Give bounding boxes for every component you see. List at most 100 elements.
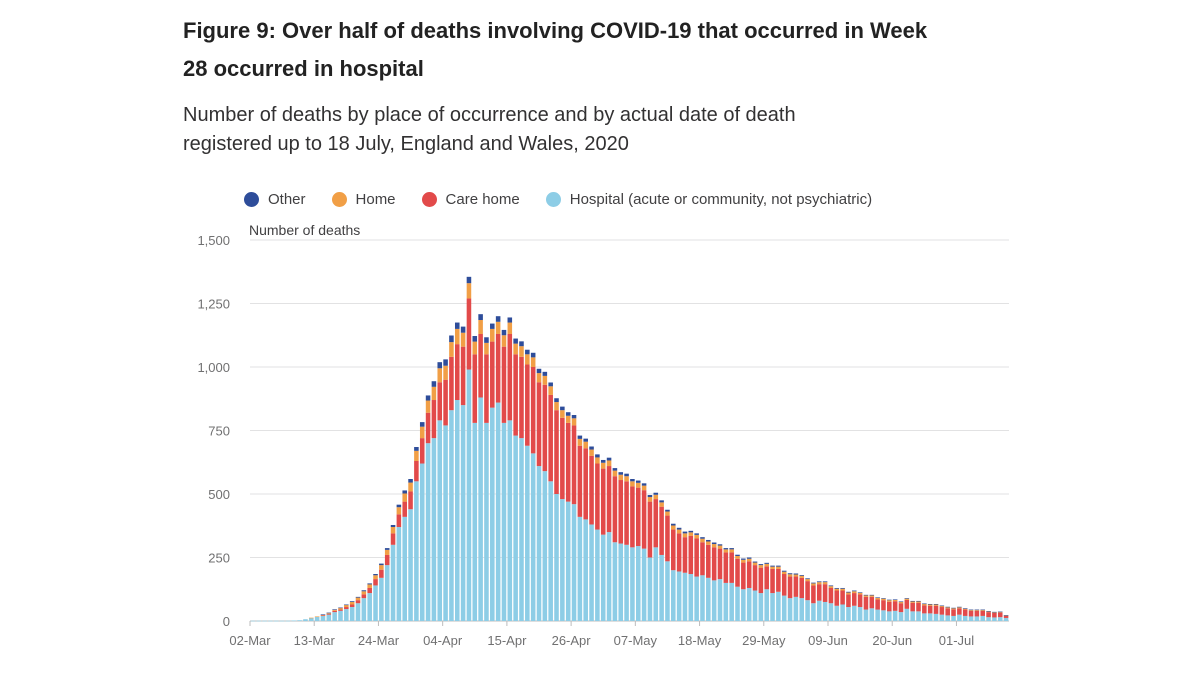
bar-segment-hospital[interactable] — [320, 615, 326, 621]
bar-segment-home[interactable] — [881, 598, 886, 601]
bar-segment-care[interactable] — [717, 548, 723, 580]
bar-segment-care[interactable] — [635, 487, 641, 547]
bar-segment-home[interactable] — [857, 592, 863, 595]
bar-segment-home[interactable] — [951, 608, 956, 610]
bar-segment-other[interactable] — [957, 606, 962, 608]
bar-segment-hospital[interactable] — [525, 445, 530, 621]
bar-segment-other[interactable] — [729, 548, 734, 550]
bar-segment-home[interactable] — [408, 482, 413, 492]
bar-segment-home[interactable] — [746, 558, 752, 562]
bar-segment-hospital[interactable] — [560, 499, 565, 621]
bar-segment-care[interactable] — [478, 333, 483, 398]
bar-segment-care[interactable] — [898, 603, 904, 613]
bar-segment-care[interactable] — [373, 579, 378, 586]
bar-segment-hospital[interactable] — [414, 481, 419, 621]
bar-segment-other[interactable] — [630, 479, 635, 482]
bar-segment-hospital[interactable] — [291, 620, 297, 622]
bar-segment-other[interactable] — [881, 598, 886, 599]
bar-segment-other[interactable] — [460, 326, 466, 333]
bar-segment-care[interactable] — [402, 501, 407, 517]
bar-segment-home[interactable] — [787, 574, 793, 577]
bar-segment-care[interactable] — [490, 341, 495, 408]
bar-segment-other[interactable] — [741, 558, 746, 560]
bar-segment-care[interactable] — [437, 382, 443, 421]
bar-segment-hospital[interactable] — [250, 620, 256, 622]
bar-segment-home[interactable] — [828, 586, 834, 588]
bar-segment-other[interactable] — [542, 371, 548, 376]
bar-segment-other[interactable] — [682, 531, 688, 534]
bar-segment-other[interactable] — [618, 472, 624, 475]
bar-segment-care[interactable] — [927, 605, 933, 614]
bar-segment-care[interactable] — [968, 610, 974, 617]
bar-segment-home[interactable] — [630, 481, 635, 487]
bar-segment-home[interactable] — [618, 474, 624, 481]
bar-segment-hospital[interactable] — [787, 598, 793, 621]
bar-segment-hospital[interactable] — [927, 613, 933, 621]
bar-segment-care[interactable] — [425, 412, 431, 444]
bar-segment-other[interactable] — [495, 316, 501, 322]
bar-segment-other[interactable] — [419, 422, 425, 427]
bar-segment-other[interactable] — [332, 609, 337, 610]
bar-segment-care[interactable] — [986, 612, 991, 618]
bar-segment-care[interactable] — [326, 613, 332, 615]
legend-item-care-home[interactable]: Care home — [421, 191, 520, 208]
bar-segment-home[interactable] — [997, 611, 1003, 613]
bar-segment-care[interactable] — [419, 438, 425, 464]
bar-segment-home[interactable] — [519, 346, 524, 357]
bar-segment-other[interactable] — [805, 578, 810, 580]
bar-segment-care[interactable] — [910, 602, 915, 612]
bar-segment-home[interactable] — [927, 604, 933, 606]
bar-segment-care[interactable] — [431, 400, 437, 439]
bar-segment-home[interactable] — [513, 343, 518, 355]
bar-segment-hospital[interactable] — [799, 598, 805, 621]
bar-segment-hospital[interactable] — [711, 580, 717, 621]
bar-segment-hospital[interactable] — [361, 598, 367, 621]
bar-segment-other[interactable] — [624, 473, 629, 477]
bar-segment-home[interactable] — [571, 418, 577, 426]
bar-segment-hospital[interactable] — [898, 612, 904, 621]
bar-segment-hospital[interactable] — [355, 603, 361, 621]
bar-segment-care[interactable] — [390, 533, 396, 545]
bar-segment-other[interactable] — [414, 447, 419, 451]
bar-segment-care[interactable] — [443, 379, 448, 426]
bar-segment-hospital[interactable] — [297, 620, 302, 621]
bar-segment-hospital[interactable] — [846, 607, 851, 621]
bar-segment-hospital[interactable] — [694, 576, 699, 621]
bar-segment-other[interactable] — [828, 585, 834, 587]
bar-segment-hospital[interactable] — [665, 561, 670, 621]
bar-segment-other[interactable] — [344, 604, 349, 606]
bar-segment-care[interactable] — [612, 476, 618, 543]
bar-segment-care[interactable] — [349, 604, 355, 608]
bar-segment-hospital[interactable] — [332, 612, 337, 621]
bar-segment-hospital[interactable] — [577, 516, 583, 621]
bar-segment-care[interactable] — [787, 576, 793, 599]
bar-segment-other[interactable] — [770, 565, 775, 567]
bar-segment-home[interactable] — [682, 533, 688, 538]
bar-segment-other[interactable] — [945, 606, 950, 608]
bar-segment-home[interactable] — [916, 601, 921, 603]
bar-segment-other[interactable] — [869, 594, 875, 596]
bar-segment-other[interactable] — [454, 322, 460, 329]
bar-segment-care[interactable] — [647, 501, 653, 558]
bar-segment-hospital[interactable] — [758, 593, 764, 621]
bar-segment-care[interactable] — [454, 344, 460, 401]
bar-segment-care[interactable] — [332, 610, 337, 613]
bar-segment-care[interactable] — [355, 600, 361, 604]
bar-segment-other[interactable] — [355, 596, 361, 598]
bar-segment-other[interactable] — [776, 565, 781, 567]
bar-segment-other[interactable] — [997, 611, 1003, 613]
bar-segment-hospital[interactable] — [454, 400, 460, 621]
bar-segment-care[interactable] — [565, 422, 571, 502]
bar-segment-hospital[interactable] — [367, 593, 372, 621]
bar-segment-other[interactable] — [840, 587, 845, 589]
bar-segment-other[interactable] — [887, 599, 892, 601]
bar-segment-home[interactable] — [962, 608, 968, 610]
bar-segment-hospital[interactable] — [630, 547, 635, 621]
bar-segment-other[interactable] — [974, 609, 980, 611]
bar-segment-home[interactable] — [320, 614, 326, 616]
bar-segment-home[interactable] — [490, 328, 495, 342]
bar-segment-care[interactable] — [408, 491, 413, 510]
bar-segment-care[interactable] — [624, 481, 629, 545]
bar-segment-home[interactable] — [443, 365, 448, 380]
bar-segment-other[interactable] — [700, 537, 705, 539]
